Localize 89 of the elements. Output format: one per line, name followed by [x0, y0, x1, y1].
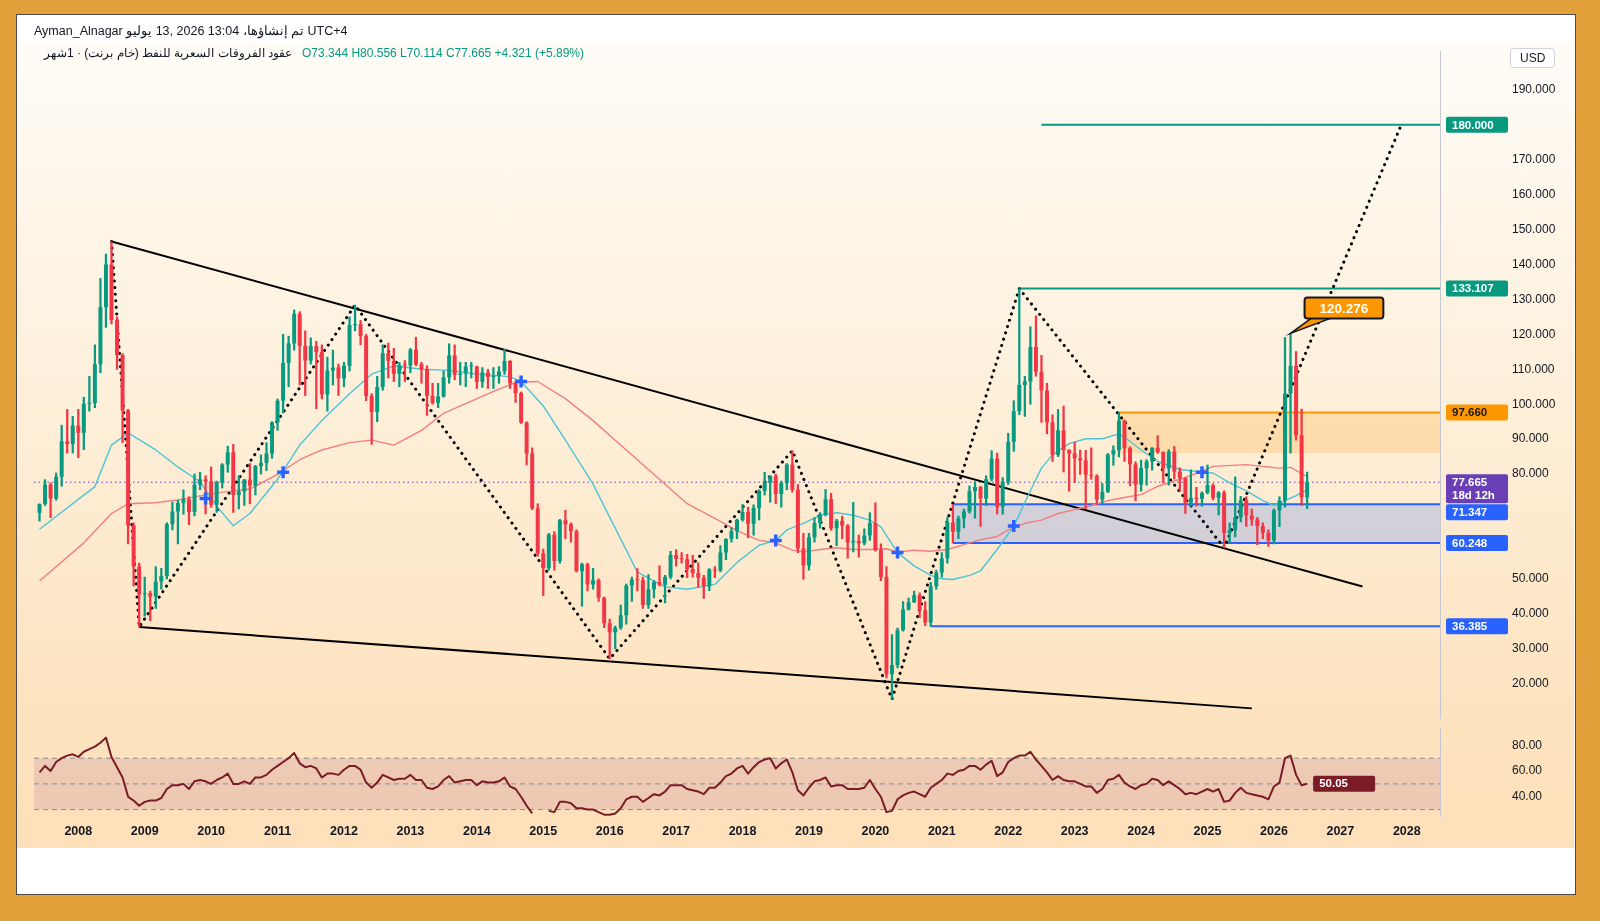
- candlestick: [978, 485, 983, 527]
- candlestick: [818, 512, 823, 529]
- x-tick-label: 2011: [264, 823, 292, 838]
- y-tick-label: 100.000: [1512, 396, 1556, 411]
- candlestick: [430, 382, 435, 405]
- candlestick: [1128, 446, 1133, 487]
- x-tick-label: 2019: [795, 823, 823, 838]
- candlestick: [1283, 337, 1287, 508]
- x-tick-label: 2027: [1326, 823, 1355, 838]
- x-tick-label: 2022: [994, 823, 1023, 838]
- candlestick: [580, 562, 584, 607]
- x-tick-label: 2023: [1060, 823, 1089, 838]
- ref-line-label: 77.665: [1452, 475, 1488, 488]
- y-tick-label: 120.000: [1512, 326, 1556, 341]
- y-tick-label: 90.000: [1512, 431, 1550, 446]
- x-tick-label: 2021: [927, 823, 956, 838]
- chart-title: عقود الفروقات السعرية للنفط (خام برنت) · 1شهر: [44, 46, 293, 61]
- y-tick-label: 150.000: [1512, 221, 1556, 236]
- x-tick-label: 2020: [861, 823, 890, 838]
- y-tick-label: 40.00: [1512, 789, 1543, 804]
- candlestick: [651, 580, 656, 599]
- data-label: 133.107: [1452, 282, 1494, 295]
- y-tick-label: 60.00: [1512, 763, 1543, 778]
- candlestick: [1144, 459, 1149, 486]
- candlestick: [1044, 382, 1049, 435]
- candlestick: [1039, 354, 1044, 423]
- annotation: 120.276: [1319, 300, 1369, 316]
- candlestick: [115, 316, 120, 370]
- candlestick: [336, 363, 341, 396]
- y-axis-title: USD: [1510, 48, 1556, 68]
- candlestick: [563, 510, 568, 539]
- candlestick: [1288, 333, 1293, 454]
- candlestick: [187, 496, 191, 526]
- y-tick-label: 160.000: [1512, 186, 1556, 201]
- y-tick-label: 110.000: [1512, 361, 1555, 376]
- candlestick: [341, 361, 346, 388]
- x-tick-label: 2024: [1127, 823, 1156, 838]
- text: 18d 12h: [1452, 488, 1495, 501]
- candlestick: [1216, 491, 1221, 516]
- data-label: 71.347: [1452, 505, 1488, 518]
- candlestick: [181, 489, 186, 515]
- x-tick-label: 2025: [1193, 823, 1222, 838]
- point: [1006, 518, 1022, 534]
- x-tick-label: 2009: [130, 823, 159, 838]
- x-tick-label: 2008: [64, 823, 93, 838]
- y-tick-label: 80.000: [1512, 466, 1550, 481]
- chart-subtitle: Ayman_Alnagar تم إنشاؤها، 13:04 2026 ,13 يوليو UTC+4: [34, 24, 348, 39]
- y-tick-label: 190.000: [1512, 82, 1556, 97]
- candlestick: [1061, 405, 1066, 473]
- candlestick: [973, 481, 978, 519]
- point: [1194, 464, 1210, 481]
- point: [513, 373, 529, 390]
- x-tick-label: 2014: [462, 823, 491, 838]
- candlestick: [491, 367, 496, 389]
- candlestick: [496, 366, 501, 384]
- candlestick: [425, 365, 430, 416]
- point: [275, 464, 291, 481]
- x-tick-label: 2026: [1260, 823, 1288, 838]
- x-tick-label: 2018: [728, 823, 757, 838]
- candlestick: [419, 361, 424, 384]
- data-label: 180.000: [1452, 118, 1494, 131]
- data-label: 36.385: [1452, 620, 1488, 633]
- x-tick-label: 2010: [197, 823, 226, 838]
- data-label: 97.660: [1452, 406, 1488, 419]
- y-tick-label: 50.000: [1512, 571, 1550, 586]
- y-tick-label: 40.000: [1512, 606, 1550, 621]
- y-tick-label: 80.00: [1512, 737, 1543, 752]
- x-tick-label: 2016: [595, 823, 624, 838]
- candlestick: [1194, 486, 1199, 507]
- data-label: 60.248: [1452, 536, 1488, 549]
- x-tick-label: 2028: [1392, 823, 1421, 838]
- candlestick: [1277, 496, 1282, 528]
- x-tick-label: 2012: [330, 823, 358, 838]
- point: [768, 532, 784, 549]
- x-tick-label: 2015: [529, 823, 558, 838]
- x-tick-label: 2017: [662, 823, 691, 838]
- point: [197, 490, 214, 507]
- data-label: 50.05: [1319, 777, 1349, 790]
- x-tick-label: 2013: [396, 823, 425, 838]
- y-tick-label: 170.000: [1512, 152, 1556, 167]
- candlestick: [735, 518, 739, 539]
- y-tick-label: 140.000: [1512, 256, 1556, 271]
- candlestick: [1199, 491, 1204, 507]
- y-tick-label: 20.000: [1512, 675, 1550, 690]
- point: [889, 544, 906, 561]
- y-tick-label: 30.000: [1512, 640, 1550, 655]
- y-tick-label: 130.000: [1512, 291, 1556, 306]
- annotation: O73.344 H80.556 L70.114 C77.665 +4.321 (+5.89%): [302, 46, 585, 60]
- candlestick: [890, 634, 894, 700]
